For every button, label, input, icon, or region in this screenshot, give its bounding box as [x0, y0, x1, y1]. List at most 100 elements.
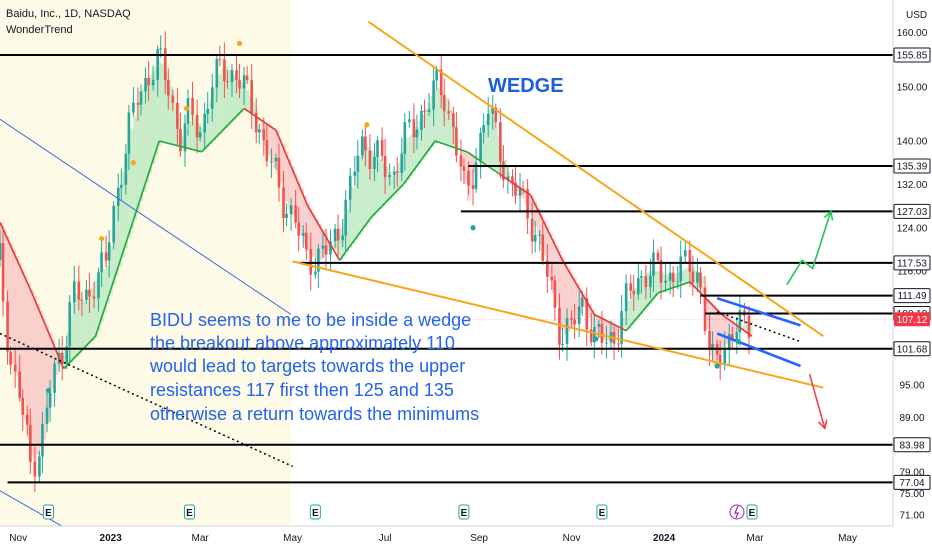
signal-marker [45, 387, 52, 394]
blue-trend-line-2[interactable] [0, 490, 72, 532]
earnings-icon[interactable] [458, 504, 470, 520]
level-tag-value: 155.85 [897, 51, 928, 62]
trend-fill [130, 128, 135, 230]
trend-fill [542, 220, 547, 256]
candle-body [403, 122, 407, 154]
earnings-icon[interactable] [43, 504, 55, 520]
projection-down-arrow[interactable] [808, 373, 826, 429]
wedge-upper-line[interactable] [367, 20, 824, 338]
candle-body [388, 174, 391, 178]
trend-fill [494, 127, 498, 171]
trend-fill [145, 82, 150, 183]
y-tick-label: 150.00 [897, 82, 928, 93]
projection-up-arrow[interactable] [786, 211, 832, 286]
trend-band-segment [0, 222, 33, 294]
candle-body [45, 407, 49, 424]
x-tick-label: May [838, 533, 857, 544]
trend-fill [315, 218, 319, 259]
candle-body [526, 188, 529, 219]
blue-trend-line[interactable] [0, 118, 292, 315]
candle-body [361, 136, 364, 156]
candle-body [77, 281, 81, 300]
trend-fill [121, 171, 125, 258]
trend-fill [685, 268, 689, 284]
candle-body [439, 69, 443, 96]
trend-fill [163, 71, 168, 143]
trend-fill [151, 71, 156, 165]
candle-body [156, 49, 159, 80]
y-tick-label: 140.00 [897, 136, 928, 147]
candle-body [467, 170, 470, 186]
trend-fill [142, 88, 147, 193]
trend-band-segment [498, 172, 532, 196]
candle-body [223, 59, 226, 82]
earnings-icon-letter: E [312, 508, 319, 519]
trend-fill [551, 238, 556, 293]
candle-body [511, 176, 514, 183]
price-axis[interactable]: USD 116.00 71.00 75.00 79.00 89.00 95.00 124.0… [892, 0, 932, 550]
candle-body [85, 289, 88, 300]
earnings-icon[interactable] [184, 504, 196, 520]
candle-body [597, 323, 601, 327]
candle-body [65, 346, 69, 364]
candle-body [491, 107, 495, 114]
earnings-icon[interactable] [596, 504, 608, 520]
trend-fill [500, 147, 504, 175]
candle-body [400, 153, 404, 173]
trend-fill [682, 269, 686, 285]
trend-fill [112, 225, 116, 286]
x-tick-label: Mar [192, 533, 210, 544]
trend-fill [394, 173, 398, 194]
trend-fill [27, 282, 31, 439]
trend-fill [212, 86, 216, 141]
trend-fill [221, 68, 225, 132]
candle-body [671, 272, 675, 283]
candle-body [336, 228, 340, 241]
trend-fill [430, 96, 435, 148]
trend-fill [615, 325, 620, 337]
current-price-value: 107.12 [897, 315, 928, 326]
candle-body [546, 260, 549, 277]
candle-body [656, 252, 660, 260]
candle-body [195, 114, 199, 138]
time-axis[interactable]: Nov 2023 Mar May Jul Sep Nov 2024 Mar May [0, 525, 932, 550]
level-tag-value: 83.98 [899, 440, 924, 451]
trend-fill [6, 235, 10, 317]
trend-fill [200, 127, 204, 152]
candle-body [301, 232, 305, 236]
level-tag-value: 111.49 [897, 291, 927, 302]
trend-fill [733, 323, 738, 335]
candle-body [151, 79, 155, 86]
candle-body [159, 48, 163, 50]
trend-fill [90, 288, 95, 341]
earnings-icon[interactable] [309, 504, 321, 520]
trend-fill [215, 80, 219, 138]
candle-body [203, 113, 206, 133]
trend-fill [539, 213, 544, 245]
level-tag [893, 288, 931, 304]
candle-body [696, 272, 699, 283]
candle-body [585, 298, 589, 330]
trend-fill [388, 171, 392, 200]
wedge-lower-line[interactable] [292, 260, 824, 389]
candle-body [747, 315, 751, 338]
trend-fill [554, 244, 559, 306]
lightning-icon[interactable] [729, 504, 745, 520]
channel-lower-line[interactable] [716, 332, 801, 368]
candle-body [186, 97, 190, 124]
candle-body [676, 281, 680, 283]
channel-upper-line[interactable] [716, 296, 801, 327]
dotted-trend-line[interactable] [0, 332, 293, 468]
trend-fill [69, 316, 74, 363]
trend-band-segment [370, 183, 404, 218]
candle-body [210, 87, 214, 109]
candle-body [368, 150, 372, 170]
candle-body [191, 97, 194, 115]
candle-body [738, 310, 742, 333]
earnings-icon[interactable] [746, 504, 758, 520]
trend-fill [436, 88, 441, 142]
trend-fill [369, 150, 374, 219]
trend-fill [339, 227, 344, 261]
candle-body [21, 397, 25, 415]
